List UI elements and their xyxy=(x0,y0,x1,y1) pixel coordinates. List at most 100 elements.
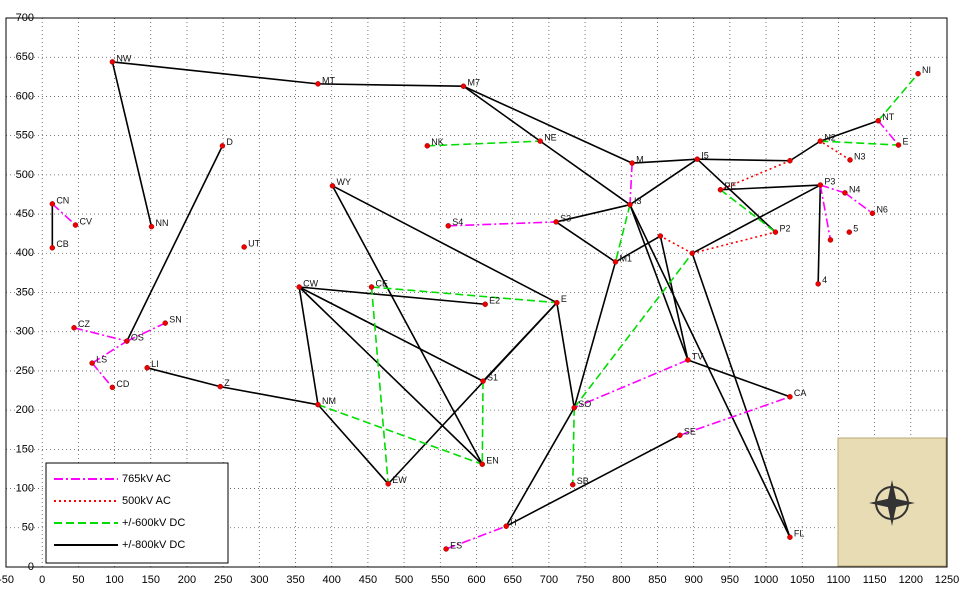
node-label: E2 xyxy=(489,296,500,306)
x-tick-label: 450 xyxy=(359,574,377,586)
node-label: LS xyxy=(96,354,107,364)
node xyxy=(817,138,824,144)
edge xyxy=(820,184,846,194)
x-tick-label: 550 xyxy=(431,574,449,586)
node xyxy=(787,157,793,164)
node-label: NE xyxy=(544,133,557,143)
node xyxy=(657,233,664,239)
node xyxy=(827,237,834,243)
edge xyxy=(629,158,698,206)
edge xyxy=(505,407,575,527)
edge xyxy=(332,185,558,304)
y-tick-label: 150 xyxy=(16,443,34,455)
x-tick-label: 950 xyxy=(721,574,739,586)
edge xyxy=(571,407,576,485)
node-label: SN xyxy=(169,314,182,324)
node xyxy=(717,187,724,193)
x-tick-label: 50 xyxy=(72,574,84,586)
node-label: P3 xyxy=(824,176,835,186)
y-tick-label: 500 xyxy=(16,169,34,181)
y-tick-label: 100 xyxy=(16,482,34,494)
edge xyxy=(505,434,681,527)
edge xyxy=(819,184,832,241)
edge xyxy=(371,286,557,304)
edge xyxy=(817,185,822,284)
legend-label: 500kV AC xyxy=(122,495,171,507)
y-tick-label: 350 xyxy=(16,286,34,298)
node xyxy=(787,534,793,540)
node xyxy=(443,546,449,552)
edge xyxy=(629,204,689,361)
node-label: NW xyxy=(116,53,131,63)
node-label: TV xyxy=(692,351,704,361)
node-label: NM xyxy=(322,396,336,406)
node-label: P2 xyxy=(779,223,790,233)
node xyxy=(629,160,635,166)
legend: 765kV AC 500kV AC +/-600kV DC +/-800kV DC xyxy=(45,462,229,564)
node-label: NI xyxy=(922,65,931,75)
node-label: CZ xyxy=(78,319,90,329)
y-tick-label: 250 xyxy=(16,365,34,377)
edge xyxy=(331,185,483,465)
x-tick-label: 300 xyxy=(250,574,268,586)
node xyxy=(685,357,691,363)
legend-label: +/-600kV DC xyxy=(122,517,185,529)
node xyxy=(479,461,486,468)
x-tick-label: 900 xyxy=(684,574,702,586)
edge xyxy=(463,85,541,142)
edge xyxy=(692,231,776,255)
y-tick-label: 450 xyxy=(16,208,34,220)
edge xyxy=(220,385,319,406)
node xyxy=(895,142,902,148)
node xyxy=(385,481,391,487)
node xyxy=(241,244,247,250)
node-label: S1 xyxy=(487,372,498,382)
edge xyxy=(691,184,821,254)
edge xyxy=(463,85,633,164)
node-label: CD xyxy=(116,379,129,389)
node-label: E xyxy=(903,136,909,146)
edge xyxy=(877,120,900,146)
edge xyxy=(91,340,128,364)
node xyxy=(72,222,79,228)
node-label: NT xyxy=(882,112,894,122)
node xyxy=(480,378,486,384)
x-tick-label: 150 xyxy=(142,574,160,586)
node xyxy=(554,299,560,306)
node xyxy=(915,70,921,77)
y-tick-label: 300 xyxy=(16,326,34,338)
node-label: M xyxy=(636,154,644,164)
x-tick-label: 400 xyxy=(323,574,341,586)
node-label: CA xyxy=(794,388,807,398)
node xyxy=(537,138,543,144)
x-tick-label: 200 xyxy=(178,574,196,586)
edge xyxy=(146,367,221,388)
node-label: I5 xyxy=(701,151,709,161)
node-label: ES xyxy=(450,540,462,550)
node-label: Z xyxy=(224,378,230,388)
x-tick-label: 800 xyxy=(612,574,630,586)
node-label: UT xyxy=(248,238,260,248)
edge xyxy=(789,140,821,162)
node-label: OS xyxy=(131,333,144,343)
edge xyxy=(317,403,483,466)
node xyxy=(368,284,375,290)
edge xyxy=(112,61,319,85)
node xyxy=(315,81,321,87)
x-tick-label: 0 xyxy=(39,574,45,586)
edge xyxy=(679,396,791,436)
x-tick-label: 1050 xyxy=(790,574,814,586)
edge xyxy=(615,235,661,263)
node xyxy=(445,223,452,229)
node xyxy=(869,210,876,217)
node xyxy=(677,432,683,438)
x-tick-label: 100 xyxy=(105,574,123,586)
node-label: N6 xyxy=(876,205,888,215)
node-label: CE xyxy=(376,278,389,288)
x-tick-label: 1100 xyxy=(827,574,851,586)
node xyxy=(482,301,488,308)
legend-label: +/-800kV DC xyxy=(122,539,185,551)
edge xyxy=(539,140,631,206)
edge xyxy=(819,140,851,161)
node xyxy=(503,523,509,529)
